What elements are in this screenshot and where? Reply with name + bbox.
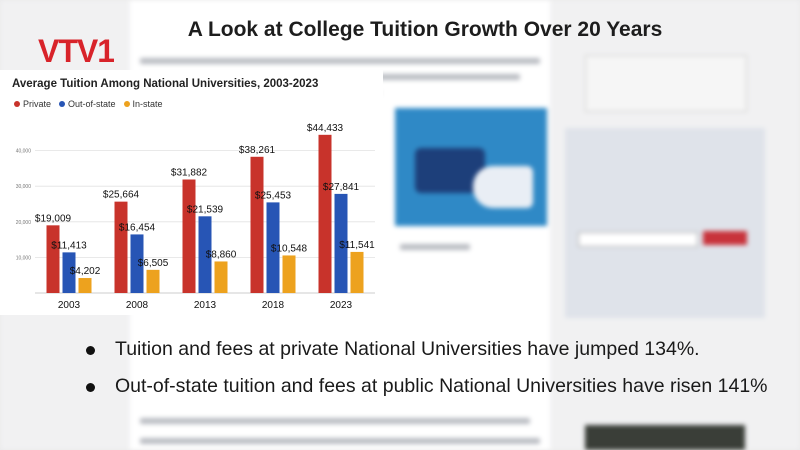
bullet-dot: [86, 383, 95, 392]
bar-out-of-state: [62, 252, 76, 293]
bar-in-state: [78, 278, 92, 293]
blurred-text-line: [140, 438, 540, 444]
data-label: $44,433: [307, 123, 344, 134]
chart-card: Average Tuition Among National Universit…: [0, 70, 383, 315]
ad-box: [585, 55, 747, 112]
data-label: $25,664: [103, 190, 140, 201]
bar-out-of-state: [334, 193, 348, 293]
bullet-item: Tuition and fees at private National Uni…: [85, 338, 800, 361]
bar-in-state: [146, 269, 160, 293]
data-label: $4,202: [70, 266, 101, 277]
bar-private: [318, 134, 332, 293]
blurred-text-line: [140, 418, 530, 424]
data-label: $19,009: [35, 213, 72, 224]
bar-out-of-state: [198, 216, 212, 293]
bar-out-of-state: [266, 202, 280, 293]
bullet-list: Tuition and fees at private National Uni…: [85, 338, 800, 412]
x-tick-label: 2023: [330, 300, 353, 311]
article-photo: [395, 108, 547, 226]
legend-label-out-of-state: Out-of-state: [68, 99, 116, 109]
y-tick-label: 10,000: [16, 255, 32, 261]
blurred-image: [585, 425, 745, 450]
legend-item-private: Private: [14, 99, 51, 109]
bullet-item: Out-of-state tuition and fees at public …: [85, 375, 800, 398]
bar-in-state: [282, 255, 296, 293]
data-label: $6,505: [138, 258, 169, 269]
legend-item-out-of-state: Out-of-state: [59, 99, 116, 109]
chart-legend: Private Out-of-state In-state: [14, 99, 163, 109]
legend-swatch-private: [14, 101, 20, 107]
data-label: $21,539: [187, 204, 224, 215]
bar-out-of-state: [130, 234, 144, 293]
data-label: $8,860: [206, 249, 237, 260]
blurred-text-line: [140, 58, 540, 64]
bar-private: [250, 156, 264, 293]
bar-in-state: [214, 261, 228, 293]
bar-private: [114, 201, 128, 293]
newsletter-box: [565, 128, 765, 318]
x-tick-label: 2018: [262, 300, 285, 311]
page-title: A Look at College Tuition Growth Over 20…: [187, 18, 663, 41]
legend-swatch-out-of-state: [59, 101, 66, 107]
legend-label-private: Private: [23, 99, 52, 109]
x-tick-label: 2003: [58, 300, 81, 311]
data-label: $27,841: [323, 182, 360, 193]
bullet-text: Out-of-state tuition and fees at public …: [115, 375, 768, 397]
y-tick-label: 40,000: [16, 149, 32, 155]
data-label: $10,548: [271, 243, 308, 254]
data-label: $38,261: [239, 145, 276, 156]
bar-in-state: [350, 251, 364, 293]
svg-text:VTV1: VTV1: [38, 33, 114, 67]
bullet-text: Tuition and fees at private National Uni…: [115, 338, 700, 360]
bar-private: [182, 179, 196, 293]
x-tick-label: 2013: [194, 300, 217, 311]
data-label: $31,882: [171, 168, 208, 179]
email-field: [578, 232, 698, 247]
y-tick-label: 20,000: [16, 220, 32, 226]
bullet-dot: [86, 346, 95, 355]
blurred-text-line: [400, 244, 470, 250]
sign-up-button: [703, 231, 747, 245]
bar-private: [46, 225, 60, 293]
vtv1-logo: VTV1: [38, 33, 114, 67]
legend-label-in-state: In-state: [132, 99, 163, 109]
data-label: $25,453: [255, 190, 292, 201]
y-tick-label: 30,000: [16, 184, 32, 190]
legend-item-in-state: In-state: [123, 99, 163, 109]
data-label: $11,541: [339, 240, 375, 251]
data-label: $11,413: [51, 240, 87, 251]
x-tick-label: 2008: [126, 300, 149, 311]
legend-swatch-in-state: [123, 101, 130, 107]
data-label: $16,454: [119, 222, 156, 233]
chart-title: Average Tuition Among National Universit…: [12, 78, 319, 90]
bar-chart: 10,000 20,000 30,000 40,000 $19,009 $11,413 $4…: [16, 123, 375, 311]
